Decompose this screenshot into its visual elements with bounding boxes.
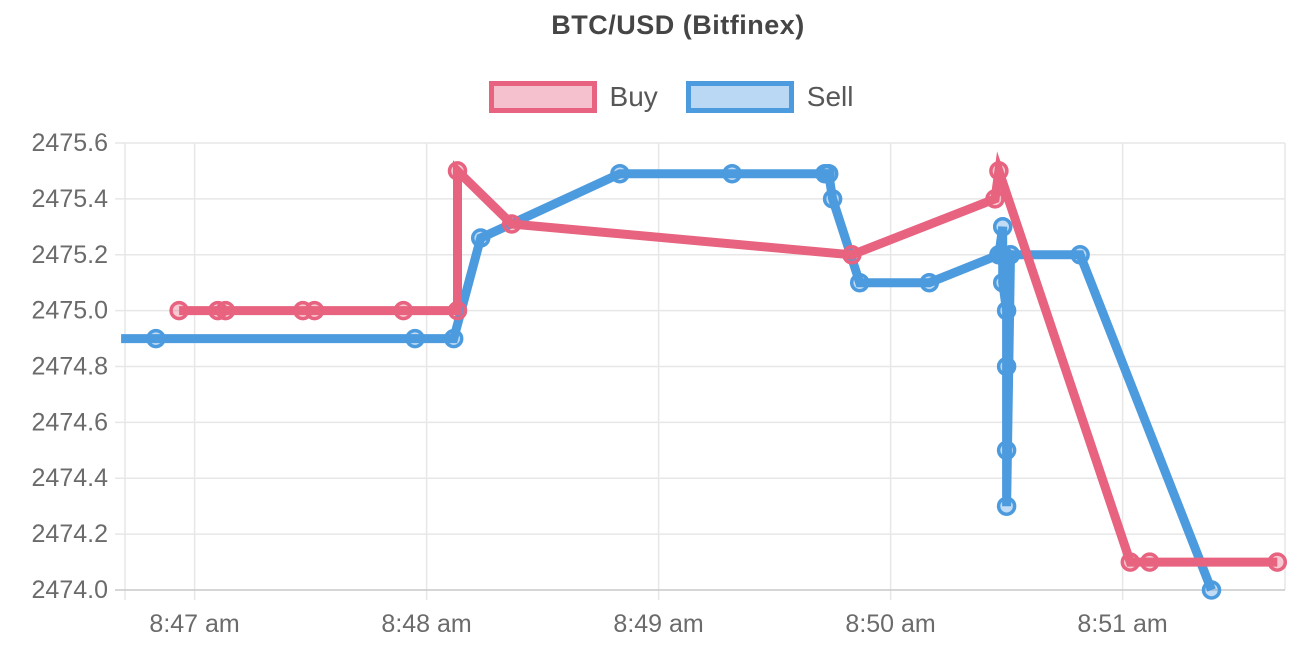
gridlines: [115, 142, 1286, 600]
sell-line: [121, 169, 1216, 592]
sell-data-point[interactable]: [996, 496, 1017, 516]
legend-label-buy: Buy: [609, 81, 658, 112]
sell-data-point[interactable]: [996, 300, 1017, 321]
x-tick-label: 8:47 am: [149, 610, 239, 638]
buy-data-point[interactable]: [447, 300, 468, 321]
sell-data-point[interactable]: [405, 328, 425, 349]
sell-data-point[interactable]: [822, 189, 843, 209]
sell-data-point[interactable]: [443, 328, 464, 349]
sell-data-point[interactable]: [996, 440, 1017, 461]
chart-title: BTC/USD (Bitfinex): [551, 10, 805, 40]
legend-swatch-sell: [685, 81, 794, 113]
legend-item-buy[interactable]: Buy: [488, 81, 658, 113]
sell-data-point[interactable]: [992, 272, 1013, 293]
buy-data-point[interactable]: [1267, 552, 1288, 572]
x-tick-label: 8:48 am: [381, 610, 471, 638]
buy-data-point[interactable]: [447, 161, 468, 181]
y-tick-label: 2475.6: [32, 129, 108, 157]
buy-data-point[interactable]: [985, 189, 1005, 209]
axis-labels: 2475.6 2475.4 2475.2 2475.0 2474.8 2474.6 2474…: [32, 129, 1168, 638]
buy-line: [179, 151, 1278, 567]
buy-data-point[interactable]: [842, 245, 862, 265]
sell-data-point[interactable]: [919, 272, 940, 293]
y-tick-label: 2474.2: [32, 520, 108, 548]
sell-data-point[interactable]: [146, 328, 166, 349]
y-tick-label: 2475.2: [32, 241, 108, 269]
x-tick-label: 8:51 am: [1077, 610, 1167, 638]
sell-data-point[interactable]: [992, 217, 1013, 237]
sell-data-point[interactable]: [1000, 245, 1021, 265]
sell-data-point[interactable]: [722, 163, 742, 184]
buy-data-point[interactable]: [393, 300, 414, 321]
buy-data-point[interactable]: [169, 300, 189, 321]
legend-item-sell[interactable]: Sell: [685, 81, 854, 113]
sell-data-point[interactable]: [610, 163, 630, 184]
y-tick-label: 2474.4: [32, 464, 109, 492]
buy-data-point[interactable]: [215, 300, 236, 321]
legend: Buy Sell: [0, 81, 1299, 113]
sell-data-point[interactable]: [1201, 580, 1222, 600]
buy-data-point[interactable]: [304, 300, 325, 321]
sell-data-point[interactable]: [1070, 245, 1090, 265]
buy-data-point[interactable]: [501, 214, 522, 234]
sell-data-point[interactable]: [818, 163, 839, 184]
y-tick-label: 2475.4: [32, 185, 109, 213]
series-sell: [121, 163, 1222, 600]
buy-data-point[interactable]: [1139, 552, 1160, 572]
series-buy: [169, 151, 1288, 572]
buy-data-point[interactable]: [989, 161, 1009, 181]
legend-label-sell: Sell: [806, 81, 854, 112]
y-tick-label: 2475.0: [32, 297, 108, 325]
sell-data-point[interactable]: [849, 272, 870, 293]
x-tick-label: 8:50 am: [845, 610, 935, 638]
legend-swatch-buy: [488, 81, 597, 113]
sell-data-point[interactable]: [996, 356, 1017, 377]
y-tick-label: 2474.8: [32, 353, 108, 381]
y-tick-label: 2474.0: [32, 576, 108, 604]
x-tick-label: 8:49 am: [613, 610, 703, 638]
buy-data-point[interactable]: [1120, 552, 1141, 572]
sell-data-point[interactable]: [470, 228, 491, 248]
y-tick-label: 2474.6: [32, 408, 108, 436]
